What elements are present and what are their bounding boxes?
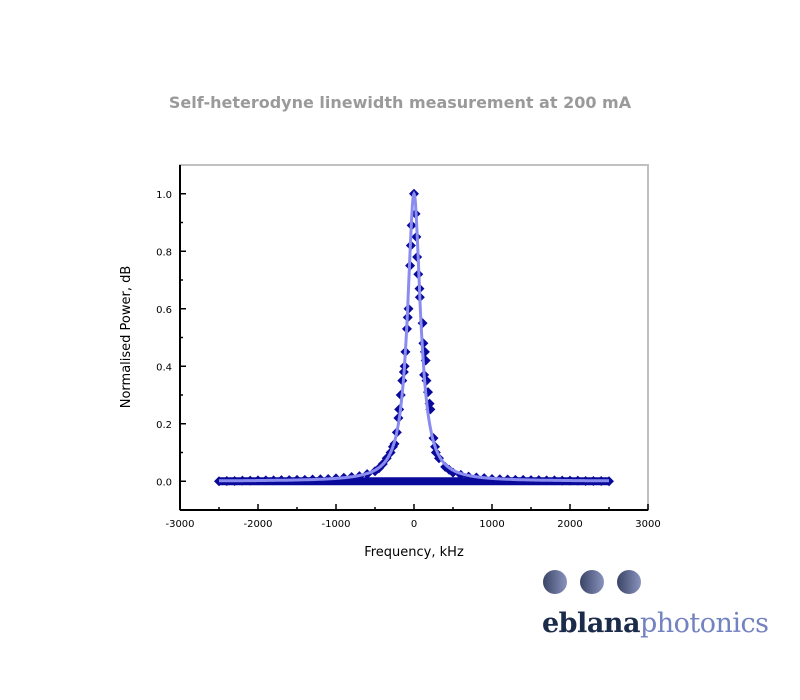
x-tick-label: 2000: [557, 519, 582, 530]
logo-dot-icon: [617, 570, 641, 594]
x-tick-label: 1000: [479, 519, 504, 530]
x-tick-label: -1000: [321, 519, 350, 530]
y-tick-label: 0.4: [156, 362, 172, 373]
x-tick-label: -2000: [243, 519, 272, 530]
logo-text-eblana: eblana: [542, 608, 640, 639]
x-tick-label: -3000: [165, 519, 194, 530]
x-axis-label: Frequency, kHz: [364, 545, 464, 560]
y-tick-label: 0.2: [156, 420, 172, 431]
y-tick-label: 1.0: [156, 190, 172, 201]
logo-text-photonics: photonics: [639, 608, 769, 639]
logo-dot-icon: [580, 570, 604, 594]
x-tick-label: 3000: [635, 519, 660, 530]
chart-title: Self-heterodyne linewidth measurement at…: [168, 93, 632, 112]
y-tick-label: 0.6: [156, 305, 172, 316]
x-tick-label: 0: [411, 519, 417, 530]
y-tick-label: 0.0: [156, 477, 172, 488]
marker-band: [219, 477, 609, 486]
eblana-photonics-logo: eblanaphotonics: [540, 570, 780, 650]
fit-line: [219, 190, 609, 483]
y-axis-label: Normalised Power, dB: [119, 266, 134, 409]
logo-dot-icon: [543, 570, 567, 594]
y-tick-label: 0.8: [156, 247, 172, 258]
logo-wordmark: eblanaphotonics: [542, 608, 769, 639]
